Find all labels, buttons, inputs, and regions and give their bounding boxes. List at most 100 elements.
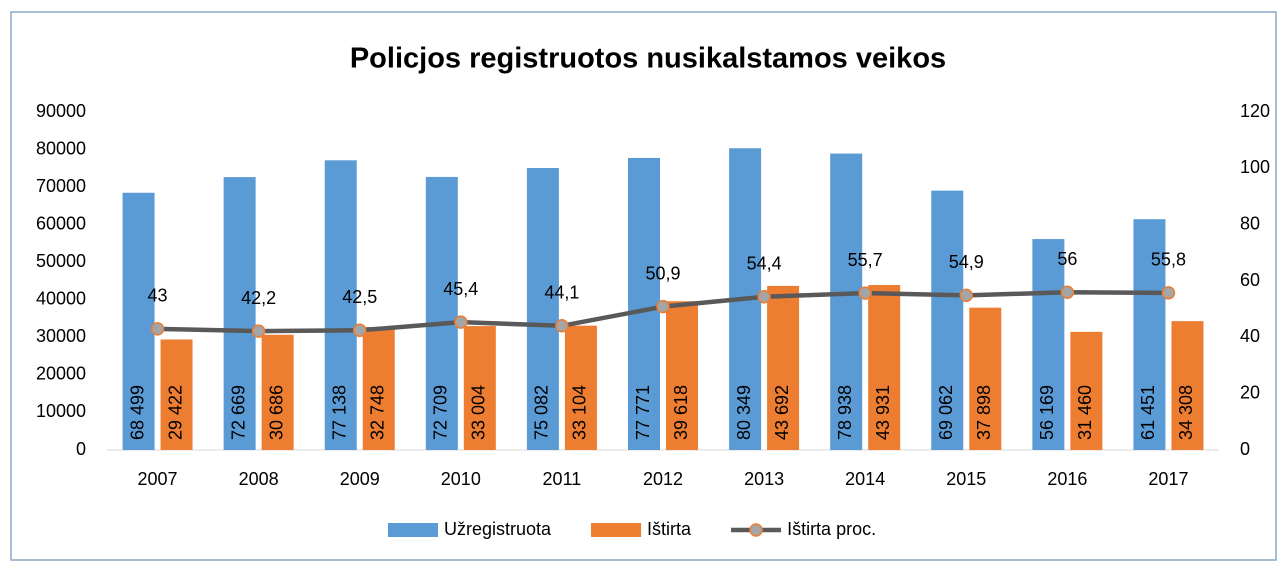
y2-tick-label: 80 bbox=[1240, 213, 1260, 233]
legend-marker bbox=[749, 523, 763, 537]
x-tick-label: 2017 bbox=[1148, 469, 1188, 489]
legend-swatch bbox=[591, 523, 642, 537]
bar-value-label: 80 349 bbox=[734, 385, 754, 440]
x-tick-label: 2008 bbox=[239, 469, 279, 489]
bar-value-label: 30 686 bbox=[266, 385, 286, 440]
y-tick-label: 30000 bbox=[36, 326, 86, 346]
line-value-label: 54,4 bbox=[747, 254, 782, 274]
bar-value-label: 43 692 bbox=[772, 385, 792, 440]
bar-value-label: 69 062 bbox=[936, 385, 956, 440]
bar bbox=[122, 192, 155, 450]
y-tick-label: 40000 bbox=[36, 289, 86, 309]
bar bbox=[362, 327, 395, 450]
line-marker bbox=[959, 288, 974, 303]
line-marker bbox=[555, 319, 569, 333]
y2-tick-label: 20 bbox=[1240, 382, 1260, 402]
bar-value-label: 68 499 bbox=[127, 385, 147, 440]
bar-value-label: 61 451 bbox=[1138, 385, 1158, 440]
line-value-label: 55,8 bbox=[1151, 250, 1186, 270]
x-tick-label: 2007 bbox=[138, 469, 178, 489]
bar bbox=[463, 326, 496, 450]
bar-value-label: 37 898 bbox=[974, 385, 994, 440]
bar-value-label: 31 460 bbox=[1075, 385, 1095, 440]
x-tick-label: 2009 bbox=[340, 469, 380, 489]
legend-label: Užregistruota bbox=[444, 519, 552, 539]
line-marker bbox=[656, 299, 670, 314]
y-tick-label: 20000 bbox=[36, 364, 86, 384]
bar-value-label: 75 082 bbox=[532, 385, 552, 440]
bar-value-label: 72 669 bbox=[228, 385, 248, 440]
line-marker bbox=[454, 315, 468, 329]
bar bbox=[223, 177, 256, 451]
line-marker bbox=[251, 324, 266, 338]
legend-label: Ištirta bbox=[647, 519, 692, 539]
bar bbox=[324, 160, 357, 450]
y2-tick-label: 0 bbox=[1240, 439, 1250, 459]
bar bbox=[261, 334, 294, 450]
bar-value-label: 72 709 bbox=[431, 385, 451, 440]
bar-value-label: 29 422 bbox=[165, 385, 185, 440]
line-marker bbox=[757, 290, 771, 304]
y-tick-label: 10000 bbox=[36, 401, 86, 421]
line-value-label: 55,7 bbox=[848, 250, 883, 270]
x-tick-label: 2015 bbox=[946, 469, 986, 489]
line-value-label: 45,4 bbox=[443, 279, 478, 299]
bar-value-label: 78 938 bbox=[835, 385, 855, 440]
y-tick-label: 60000 bbox=[36, 213, 86, 233]
y-tick-label: 50000 bbox=[36, 251, 86, 271]
y-tick-label: 80000 bbox=[36, 138, 86, 158]
bar bbox=[564, 325, 597, 450]
bar-value-label: 34 308 bbox=[1176, 385, 1196, 440]
line-marker bbox=[352, 323, 367, 338]
bar bbox=[1133, 219, 1166, 450]
bar-value-label: 33 004 bbox=[469, 385, 489, 440]
bar bbox=[666, 301, 698, 450]
line-marker bbox=[1161, 286, 1176, 300]
y-tick-label: 90000 bbox=[36, 101, 86, 121]
y-tick-label: 0 bbox=[76, 439, 86, 459]
bar-value-label: 32 748 bbox=[367, 385, 387, 440]
bar-value-label: 56 169 bbox=[1037, 385, 1057, 440]
chart-title: Policjos registruotos nusikalstamos veik… bbox=[350, 43, 946, 75]
line-value-label: 43 bbox=[148, 286, 168, 306]
x-tick-label: 2014 bbox=[845, 469, 885, 489]
line-value-label: 42,5 bbox=[342, 287, 377, 307]
bar-value-label: 43 931 bbox=[873, 385, 893, 440]
line-marker bbox=[858, 286, 872, 300]
bar bbox=[628, 157, 660, 450]
x-tick-label: 2016 bbox=[1047, 469, 1087, 489]
legend-swatch bbox=[388, 523, 438, 537]
bar bbox=[160, 339, 193, 450]
line-value-label: 42,2 bbox=[241, 288, 276, 308]
bar bbox=[830, 153, 863, 451]
x-tick-label: 2013 bbox=[744, 469, 784, 489]
line-marker bbox=[150, 322, 165, 336]
bar bbox=[767, 285, 800, 450]
bar bbox=[1032, 239, 1065, 450]
x-tick-label: 2012 bbox=[643, 469, 683, 489]
line-value-label: 56 bbox=[1057, 249, 1077, 269]
line-value-label: 44,1 bbox=[544, 283, 579, 303]
bar-value-label: 77 138 bbox=[329, 385, 349, 440]
bar bbox=[425, 176, 458, 450]
bar bbox=[526, 168, 559, 450]
bar bbox=[868, 285, 901, 450]
y-tick-label: 70000 bbox=[36, 176, 86, 196]
y2-tick-label: 40 bbox=[1240, 326, 1260, 346]
bar-value-label: 39 618 bbox=[671, 385, 691, 440]
bar bbox=[931, 190, 964, 450]
x-tick-label: 2010 bbox=[441, 469, 481, 489]
y2-tick-label: 120 bbox=[1240, 101, 1270, 121]
line-marker bbox=[1060, 285, 1075, 300]
bar bbox=[969, 307, 1002, 450]
y2-tick-label: 60 bbox=[1240, 270, 1260, 290]
x-tick-label: 2011 bbox=[543, 469, 582, 489]
bar-value-label: 77 771 bbox=[633, 385, 653, 440]
line-value-label: 50,9 bbox=[645, 263, 680, 283]
bar bbox=[1171, 321, 1204, 450]
legend-label: Ištirta proc. bbox=[787, 519, 876, 539]
y2-tick-label: 100 bbox=[1240, 157, 1270, 177]
line-value-label: 54,9 bbox=[949, 252, 984, 272]
bar-value-label: 33 104 bbox=[570, 385, 590, 440]
